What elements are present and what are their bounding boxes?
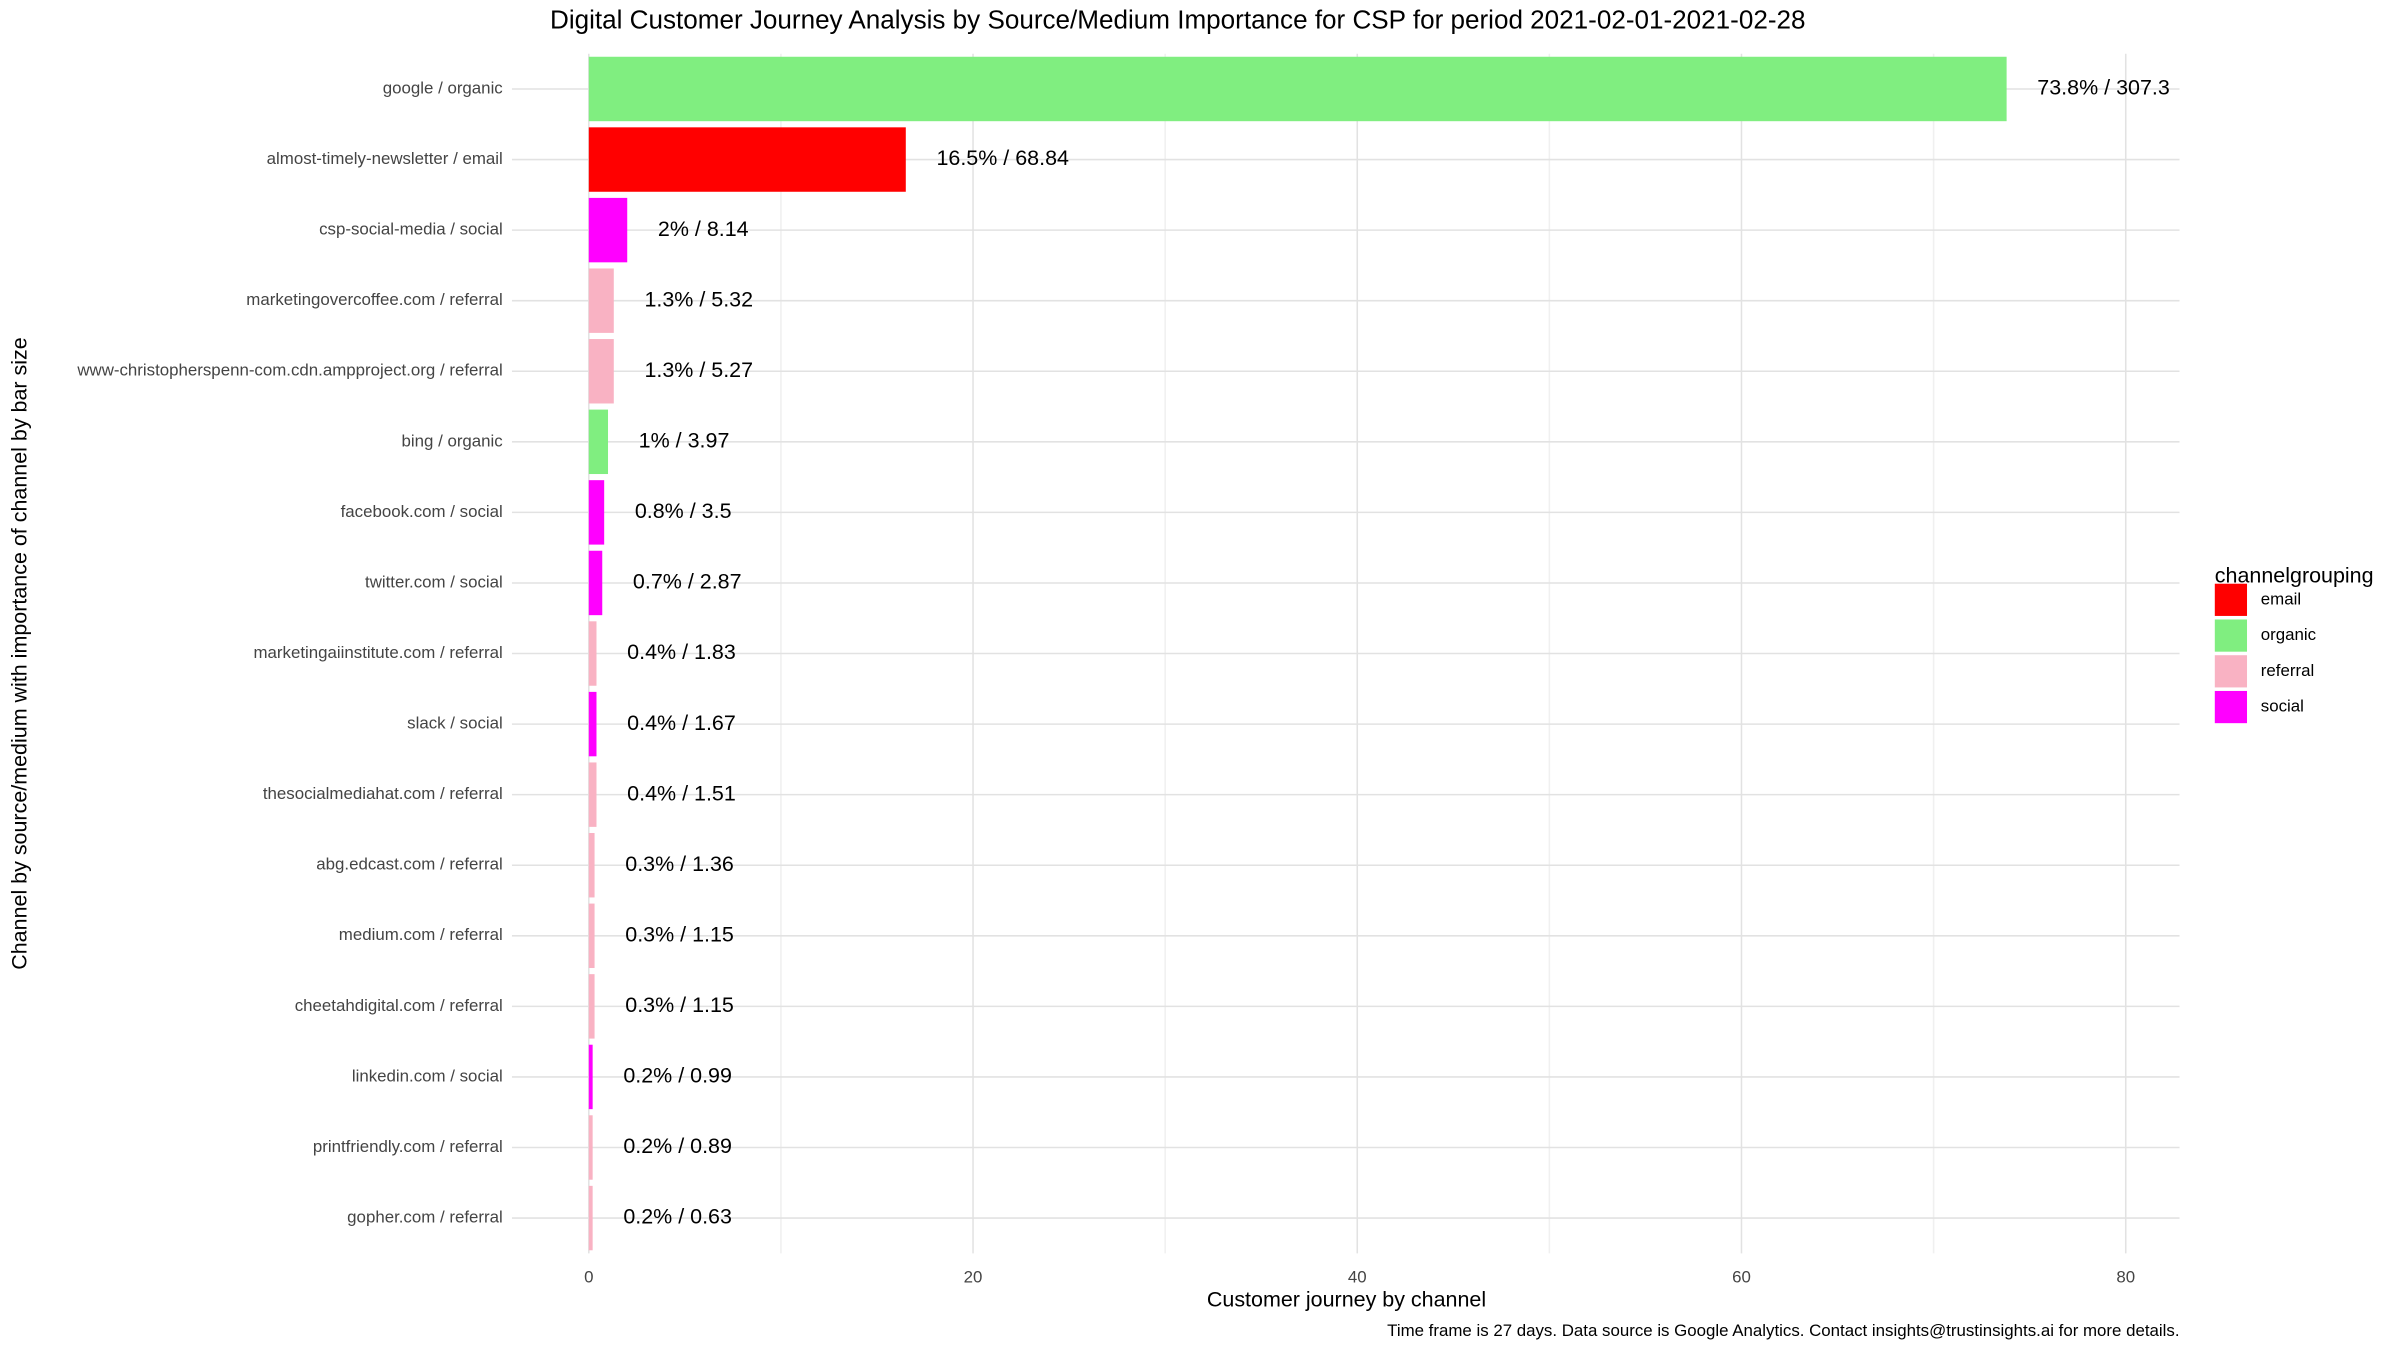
y-tick-label: medium.com / referral	[339, 925, 503, 944]
y-tick-label: www-christopherspenn-com.cdn.ampproject.…	[76, 361, 502, 380]
x-tick-label: 60	[1732, 1267, 1751, 1286]
bar	[588, 833, 595, 898]
y-tick-label: printfriendly.com / referral	[313, 1137, 503, 1156]
value-label: 0.3% / 1.15	[625, 922, 734, 946]
y-tick-label: marketingovercoffee.com / referral	[246, 290, 502, 309]
y-tick-label: marketingaiinstitute.com / referral	[254, 643, 503, 662]
bar	[588, 903, 595, 969]
bar	[588, 1185, 593, 1251]
value-label: 0.3% / 1.15	[625, 993, 734, 1017]
value-label: 1.3% / 5.27	[644, 358, 753, 382]
bar	[588, 56, 2007, 122]
y-tick-label: thesocialmediahat.com / referral	[263, 784, 503, 803]
bar	[588, 197, 628, 263]
caption: Time frame is 27 days. Data source is Go…	[1387, 1321, 2179, 1340]
x-tick-label: 40	[1348, 1267, 1367, 1286]
legend-label: social	[2261, 697, 2304, 716]
value-label: 0.2% / 0.89	[623, 1134, 732, 1158]
value-label: 0.4% / 1.67	[627, 711, 736, 735]
bar	[588, 268, 614, 333]
value-label: 0.3% / 1.36	[625, 852, 734, 876]
value-label: 0.8% / 3.5	[635, 499, 732, 523]
value-label: 0.2% / 0.99	[623, 1064, 732, 1088]
bar	[588, 974, 595, 1039]
chart-title: Digital Customer Journey Analysis by Sou…	[550, 4, 1806, 34]
bar	[588, 1044, 593, 1110]
y-tick-label: slack / social	[407, 714, 503, 733]
y-tick-label: linkedin.com / social	[352, 1066, 503, 1085]
bar	[588, 339, 614, 404]
y-tick-label: facebook.com / social	[341, 502, 503, 521]
y-tick-label: google / organic	[383, 78, 503, 97]
value-label: 16.5% / 68.84	[936, 146, 1069, 170]
bar	[588, 127, 906, 192]
bar	[588, 409, 609, 475]
value-label: 1% / 3.97	[639, 428, 730, 452]
legend-label: organic	[2261, 625, 2316, 644]
legend-key	[2214, 619, 2248, 652]
bar	[588, 762, 597, 827]
y-tick-label: twitter.com / social	[365, 572, 503, 591]
legend-key	[2214, 655, 2248, 688]
value-label: 0.7% / 2.87	[633, 570, 742, 594]
legend-key	[2214, 690, 2248, 724]
y-tick-label: cheetahdigital.com / referral	[295, 996, 503, 1015]
y-tick-label: abg.edcast.com / referral	[316, 855, 502, 874]
value-label: 1.3% / 5.32	[644, 287, 753, 311]
bar	[588, 550, 603, 616]
y-tick-label: csp-social-media / social	[319, 220, 503, 239]
y-tick-label: gopher.com / referral	[347, 1208, 503, 1227]
bar	[588, 691, 597, 757]
y-axis-title: Channel by source/medium with importance…	[8, 337, 32, 969]
legend-label: email	[2261, 589, 2301, 608]
legend-key	[2214, 583, 2248, 616]
value-label: 2% / 8.14	[658, 217, 749, 241]
value-label: 0.4% / 1.51	[627, 781, 736, 805]
x-tick-label: 80	[2116, 1267, 2135, 1286]
bar	[588, 480, 605, 545]
value-label: 73.8% / 307.3	[2037, 76, 2170, 100]
y-tick-label: bing / organic	[402, 431, 503, 450]
bar	[588, 621, 597, 686]
value-label: 0.2% / 0.63	[623, 1205, 732, 1229]
bar	[588, 1115, 593, 1180]
x-axis-title: Customer journey by channel	[1207, 1288, 1486, 1312]
value-label: 0.4% / 1.83	[627, 640, 736, 664]
x-tick-label: 20	[964, 1267, 983, 1286]
legend-title: channelgrouping	[2215, 563, 2374, 587]
y-tick-label: almost-timely-newsletter / email	[267, 149, 503, 168]
legend-label: referral	[2261, 661, 2314, 680]
x-tick-label: 0	[584, 1267, 593, 1286]
